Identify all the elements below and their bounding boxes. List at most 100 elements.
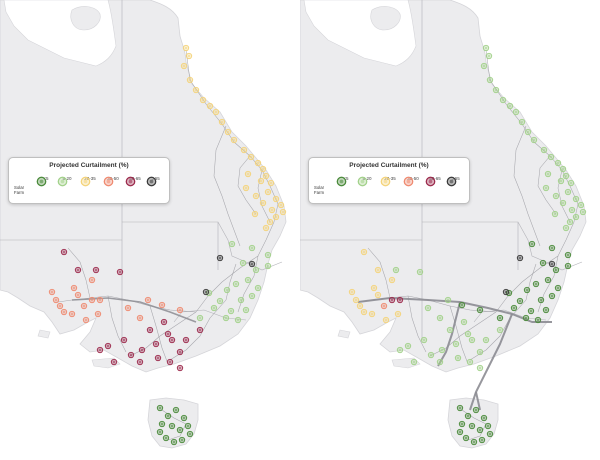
solar-farm-marker [264, 262, 272, 270]
legend-item: 50-65 [425, 175, 445, 187]
solar-farm-marker [527, 307, 535, 315]
map-left [0, 0, 287, 449]
transmission-line [129, 311, 197, 357]
solar-farm-marker [557, 177, 565, 185]
solar-farm-marker [572, 195, 580, 203]
solar-farm-marker [478, 436, 486, 444]
solar-farm-marker [156, 428, 164, 436]
solar-farm-marker [548, 244, 556, 252]
solar-farm-marker [136, 358, 144, 366]
legend-item: <5 [336, 175, 356, 187]
transmission-line [525, 263, 537, 301]
transmission-line [367, 247, 391, 299]
legend-title: Projected Curtailment (%) [49, 162, 129, 169]
solar-farm-marker [244, 276, 252, 284]
solar-farm-marker [454, 354, 462, 362]
solar-farm-marker [496, 326, 504, 334]
transmission-line [495, 255, 559, 313]
solar-farm-marker [262, 224, 270, 232]
solar-farm-marker [380, 302, 388, 310]
solar-farm-marker [56, 302, 64, 310]
solar-farm-marker [248, 292, 256, 300]
island [70, 6, 101, 31]
solar-farm-marker [559, 165, 567, 173]
solar-farm-marker [164, 330, 172, 338]
solar-farm-marker [52, 296, 60, 304]
solar-farm-marker [506, 102, 514, 110]
solar-farm-marker [180, 62, 188, 70]
solar-farm-marker [158, 301, 166, 309]
solar-farm-marker [554, 284, 562, 292]
solar-farm-marker [212, 108, 220, 116]
solar-farm-icon [446, 176, 457, 187]
legend-label: <5 [43, 176, 49, 181]
solar-farm-marker [223, 286, 231, 294]
solar-farm-marker [548, 260, 556, 268]
solar-farm-marker [388, 276, 396, 284]
transmission-line [195, 255, 259, 313]
solar-farm-marker [168, 422, 176, 430]
solar-farm-marker [532, 280, 540, 288]
solar-farm-marker [523, 286, 531, 294]
solar-farm-marker [272, 195, 280, 203]
legend-label: 20-35 [384, 176, 396, 181]
transmission-line [67, 247, 91, 299]
solar-farm-marker [277, 201, 285, 209]
transmission-line [429, 311, 497, 357]
solar-farm-marker [244, 170, 252, 178]
solar-farm-marker [394, 310, 402, 318]
solar-farm-marker [162, 434, 170, 442]
island [391, 357, 421, 369]
solar-farm-icon [146, 176, 157, 187]
solar-farm-marker [528, 240, 536, 248]
interconnector-lines [357, 297, 552, 411]
solar-farm-marker [176, 348, 184, 356]
legend-label: >65 [152, 176, 160, 181]
map-panel-left: Projected Curtailment (%) Solar Farm <5 … [0, 0, 287, 449]
legend-label: 50-65 [129, 176, 141, 181]
solar-farm-marker [476, 348, 484, 356]
solar-farm-marker [562, 172, 570, 180]
solar-farm-marker [144, 296, 152, 304]
solar-farm-marker [234, 316, 242, 324]
solar-farm-marker [232, 280, 240, 288]
transmission-line [521, 195, 541, 247]
legend-item: 20-35 [380, 175, 400, 187]
solar-farm-marker [176, 306, 184, 314]
solar-farm-icon [57, 176, 68, 187]
transmission-line [169, 299, 227, 361]
solar-farm-marker [512, 108, 520, 116]
legend-title: Projected Curtailment (%) [349, 162, 429, 169]
solar-farm-marker [559, 199, 567, 207]
solar-farm-marker [206, 102, 214, 110]
solar-farm-marker [464, 412, 472, 420]
solar-farm-marker [176, 426, 184, 434]
interconnector-line [357, 297, 552, 323]
legend-label: 50-65 [429, 176, 441, 181]
solar-farm-marker [444, 296, 452, 304]
solar-farm-marker [552, 192, 560, 200]
island [91, 357, 121, 369]
transmission-line [225, 263, 237, 301]
solar-farm-marker [456, 428, 464, 436]
transmission-line [213, 125, 227, 197]
solar-farm-marker [370, 284, 378, 292]
solar-farm-marker [392, 266, 400, 274]
solar-farm-icon [425, 176, 436, 187]
solar-farm-marker [247, 153, 255, 161]
solar-farm-marker [176, 364, 184, 372]
solar-farm-marker [259, 199, 267, 207]
solar-farm-marker [486, 76, 494, 84]
solar-farm-marker [164, 412, 172, 420]
map-right [300, 0, 600, 460]
solar-farm-marker [267, 179, 275, 187]
solar-farm-marker [548, 292, 556, 300]
solar-farm-marker [248, 244, 256, 252]
legend-label: 5-20 [62, 176, 72, 181]
solar-farm-marker [470, 438, 478, 446]
solar-farm-marker [396, 296, 404, 304]
solar-farm-marker [554, 159, 562, 167]
solar-farm-marker [192, 86, 200, 94]
solar-farm-marker [572, 213, 580, 221]
